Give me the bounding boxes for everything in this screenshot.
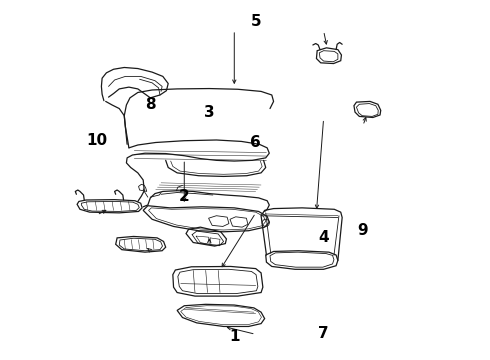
Text: 8: 8	[145, 98, 156, 112]
Text: 10: 10	[86, 133, 107, 148]
Text: 3: 3	[204, 105, 215, 120]
Text: 5: 5	[250, 14, 261, 28]
Text: 7: 7	[318, 326, 329, 341]
Text: 9: 9	[358, 222, 368, 238]
Text: 4: 4	[318, 230, 329, 245]
Text: 1: 1	[229, 329, 240, 344]
Text: 2: 2	[179, 189, 190, 203]
Text: 6: 6	[250, 135, 261, 150]
